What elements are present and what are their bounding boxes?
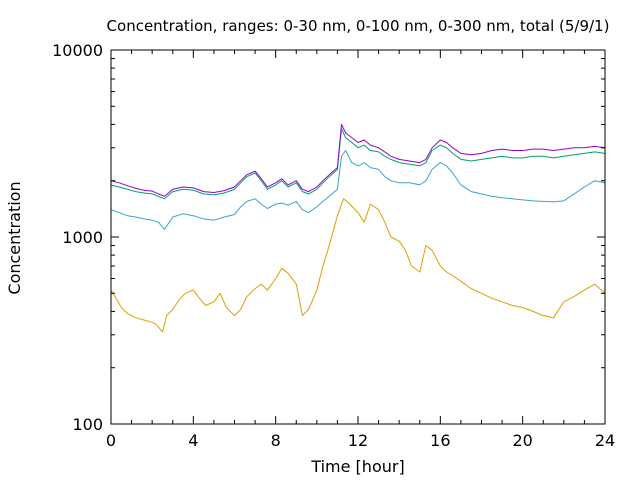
- x-tick-label: 16: [430, 431, 450, 450]
- y-tick-label: 1000: [62, 228, 103, 247]
- x-axis-label: Time [hour]: [310, 457, 404, 476]
- chart-title: Concentration, ranges: 0-30 nm, 0-100 nm…: [107, 17, 610, 35]
- y-tick-label: 10000: [52, 41, 103, 60]
- x-tick-label: 0: [106, 431, 116, 450]
- series-line-4: [110, 123, 606, 197]
- series-line-2: [110, 150, 606, 230]
- y-tick-label: 100: [72, 415, 103, 434]
- ticks-layer: 0 4 8 12 16 20 24 100 1000 10000: [52, 41, 615, 450]
- x-tick-label: 8: [271, 431, 281, 450]
- series-line-1: [110, 198, 606, 333]
- x-tick-label: 12: [348, 431, 368, 450]
- series-line-3: [110, 128, 606, 200]
- y-axis-label: Concentration: [5, 181, 24, 294]
- x-tick-label: 24: [595, 431, 615, 450]
- plot-frame: [110, 49, 606, 425]
- x-tick-label: 4: [188, 431, 198, 450]
- series-layer: [110, 123, 606, 333]
- x-tick-label: 20: [512, 431, 532, 450]
